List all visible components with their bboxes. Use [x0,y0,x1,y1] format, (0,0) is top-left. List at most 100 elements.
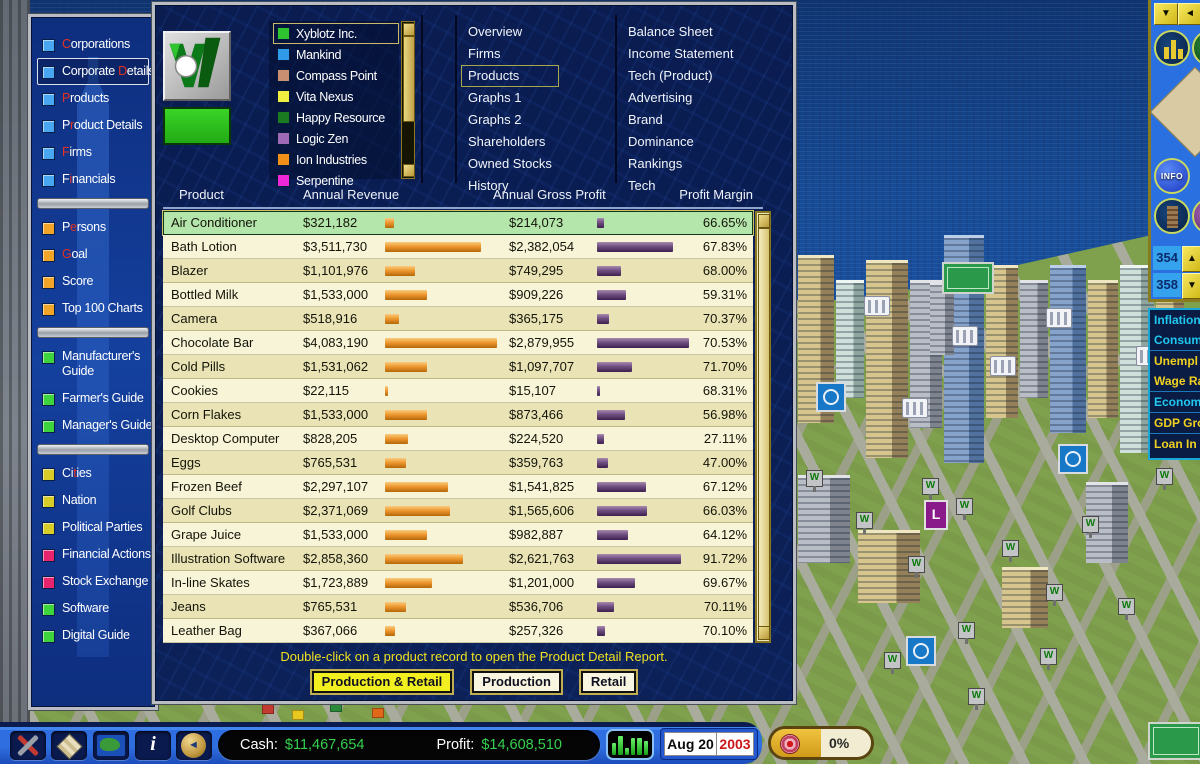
menu-item-income-statement[interactable]: Income Statement [628,46,734,61]
zones-icon[interactable] [51,731,87,760]
menu-item-graphs-2[interactable]: Graphs 2 [468,112,522,127]
product-row[interactable]: Cold Pills $1,531,062 $1,097,707 71.70% [163,355,753,379]
sidebar-item-nation[interactable]: Nation [37,487,149,514]
collapse-button[interactable]: ▼ [1154,3,1178,25]
product-row[interactable]: In-line Skates $1,723,889 $1,201,000 69.67% [163,571,753,595]
sidebar-item-farmer-s-guide[interactable]: Farmer's Guide [37,385,149,412]
sidebar-item-firms[interactable]: Firms [37,139,149,166]
product-row[interactable]: Golf Clubs $2,371,069 $1,565,606 66.03% [163,499,753,523]
company-list-scrollbar[interactable] [401,21,415,179]
indicator-gdp-gro[interactable]: GDP Gro [1150,413,1200,434]
product-row[interactable]: Bath Lotion $3,511,730 $2,382,054 67.83% [163,235,753,259]
company-item[interactable]: Happy Resource [273,107,399,128]
gross-profit-bar [597,362,632,372]
product-row[interactable]: Jeans $765,531 $536,706 70.11% [163,595,753,619]
scroll-down-button[interactable] [758,626,770,640]
menu-item-rankings[interactable]: Rankings [628,156,683,171]
spinner-down-button[interactable]: ▼ [1182,273,1200,299]
product-row[interactable]: Camera $518,916 $365,175 70.37% [163,307,753,331]
product-row[interactable]: Frozen Beef $2,297,107 $1,541,825 67.12% [163,475,753,499]
company-item[interactable]: Serpentine [273,170,399,191]
menu-item-firms[interactable]: Firms [468,46,501,61]
report-sidebar: Corporations Corporate Details Products Pro… [28,14,158,710]
menu-item-brand[interactable]: Brand [628,112,663,127]
scroll-thumb[interactable] [758,228,770,628]
product-row[interactable]: Chocolate Bar $4,083,190 $2,879,955 70.53% [163,331,753,355]
indicator-consum[interactable]: Consum [1150,330,1200,351]
company-item[interactable]: Mankind [273,44,399,65]
sidebar-item-political-parties[interactable]: Political Parties [37,514,149,541]
company-item[interactable]: Ion Industries [273,149,399,170]
sidebar-item-financials[interactable]: Financials [37,166,149,193]
scroll-up-button[interactable] [403,23,415,36]
indicator-unempl[interactable]: Unempl [1154,354,1199,368]
scroll-thumb[interactable] [403,36,415,122]
sidebar-item-cities[interactable]: Cities [37,460,149,487]
indicator-wage-ra[interactable]: Wage Ra [1150,371,1200,392]
menu-item-dominance[interactable]: Dominance [628,134,694,149]
sidebar-item-products[interactable]: Products [37,85,149,112]
company-item[interactable]: Xyblotz Inc. [273,23,399,44]
scroll-down-button[interactable] [403,164,415,177]
filter-button-production-retail[interactable]: Production & Retail [309,669,455,695]
spinner-up-button[interactable]: ▲ [1182,246,1200,272]
menu-item-products[interactable]: Products [461,65,559,87]
goal-progress-gauge[interactable]: 0% [768,726,874,760]
sidebar-item-digital-guide[interactable]: Digital Guide [37,622,149,649]
menu-item-owned-stocks[interactable]: Owned Stocks [468,156,552,171]
indicator-loan-in[interactable]: Loan In [1154,437,1197,451]
menu-item-graphs-1[interactable]: Graphs 1 [468,90,522,105]
stock-chart-icon[interactable] [606,729,654,760]
menu-item-balance-sheet[interactable]: Balance Sheet [628,24,713,39]
menu-item-shareholders[interactable]: Shareholders [468,134,546,149]
product-row[interactable]: Bottled Milk $1,533,000 $909,226 59.31% [163,283,753,307]
indicator-inflation[interactable]: Inflation [1154,313,1200,327]
sidebar-item-score[interactable]: Score [37,268,149,295]
info-button[interactable]: INFO [1154,158,1190,194]
sidebar-item-financial-actions[interactable]: Financial Actions [37,541,151,568]
menu-item-tech[interactable]: Tech [628,178,656,193]
menu-item-advertising[interactable]: Advertising [628,90,693,105]
menu-item-tech-product-[interactable]: Tech (Product) [628,68,713,83]
back-icon[interactable]: ◄ [176,731,212,760]
sidebar-item-manufacturer-s-guide[interactable]: Manufacturer's Guide [37,343,149,385]
company-item[interactable]: Logic Zen [273,128,399,149]
col-revenue: Annual Revenue [303,187,400,202]
product-row[interactable]: Corn Flakes $1,533,000 $873,466 56.98% [163,403,753,427]
sidebar-item-top-100-charts[interactable]: Top 100 Charts [37,295,149,322]
product-row[interactable]: Blazer $1,101,976 $749,295 68.00% [163,259,753,283]
building-view-icon[interactable] [1154,198,1190,234]
misc-view-icon[interactable] [1192,198,1200,234]
slide-left-button[interactable]: ◄ [1178,3,1200,25]
company-item[interactable]: Compass Point [273,65,399,86]
sidebar-item-stock-exchange[interactable]: Stock Exchange [37,568,149,595]
filter-button-retail[interactable]: Retail [578,669,639,695]
indicator-econom[interactable]: Econom [1150,392,1200,413]
table-scrollbar[interactable] [755,211,771,643]
product-row[interactable]: Illustration Software $2,858,360 $2,621,76… [163,547,753,571]
menu-item-history[interactable]: History [468,178,509,193]
menu-item-overview[interactable]: Overview [468,24,523,39]
product-row[interactable]: Leather Bag $367,066 $257,326 70.10% [163,619,753,643]
product-row[interactable]: Grape Juice $1,533,000 $982,887 64.12% [163,523,753,547]
scroll-up-button[interactable] [758,214,770,228]
company-item[interactable]: Vita Nexus [273,86,399,107]
sidebar-item-persons[interactable]: Persons [37,214,149,241]
sidebar-item-goal[interactable]: Goal [37,241,149,268]
product-row[interactable]: Cookies $22,115 $15,107 68.31% [163,379,753,403]
city-view-icon[interactable] [1154,30,1190,66]
product-row[interactable]: Air Conditioner $321,182 $214,073 66.65% [163,211,753,235]
land-view-icon[interactable] [1192,30,1200,66]
filter-button-production[interactable]: Production [470,669,563,695]
tools-icon[interactable] [10,731,46,760]
sidebar-item-corporate-details[interactable]: Corporate Details [37,58,154,85]
sidebar-item-corporations[interactable]: Corporations [37,31,149,58]
product-row[interactable]: Eggs $765,531 $359,763 47.00% [163,451,753,475]
minimap[interactable] [1151,66,1200,158]
map-icon[interactable] [93,731,129,760]
product-row[interactable]: Desktop Computer $828,205 $224,520 27.11% [163,427,753,451]
sidebar-item-manager-s-guide[interactable]: Manager's Guide [37,412,153,439]
info-icon[interactable]: i [135,731,171,760]
sidebar-item-software[interactable]: Software [37,595,149,622]
sidebar-item-product-details[interactable]: Product Details [37,112,149,139]
